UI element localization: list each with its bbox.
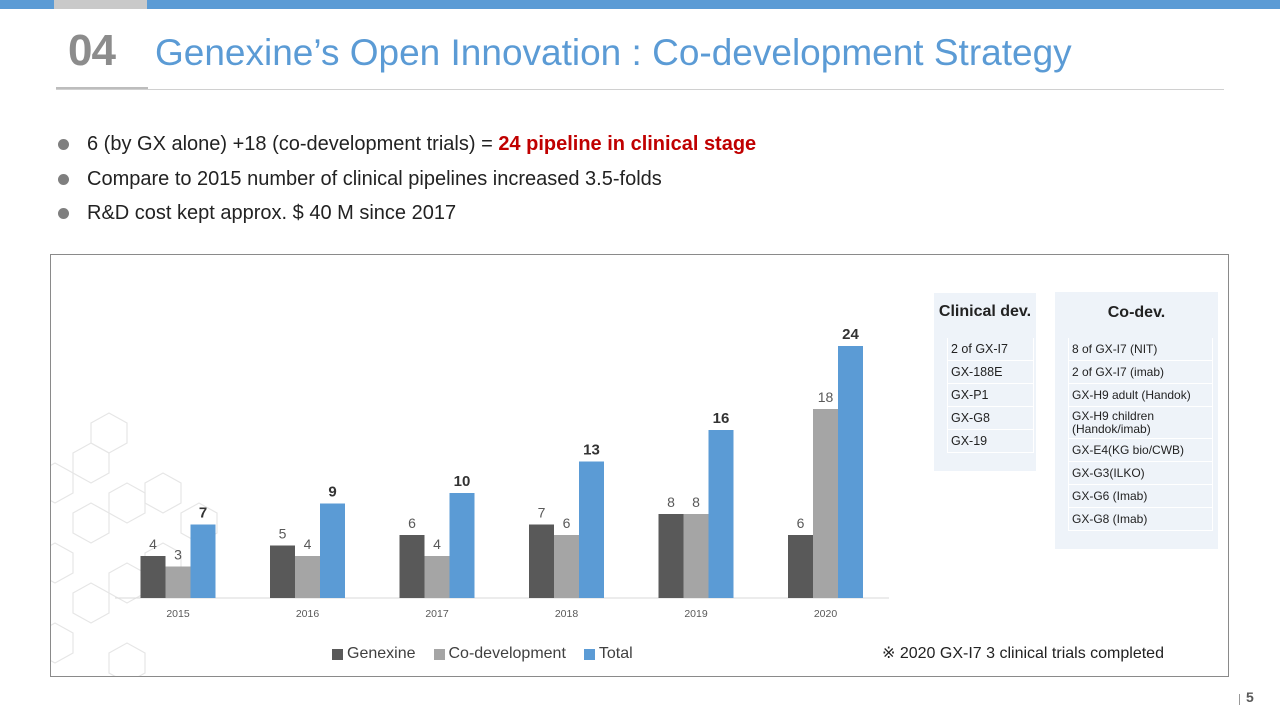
data-label-total-2019: 16 — [713, 410, 730, 427]
top-accent-tab — [54, 0, 147, 9]
data-label-co-development-2017: 4 — [433, 536, 441, 552]
bullet-text: R&D cost kept approx. $ 40 M since 2017 — [87, 202, 457, 224]
list-item: GX-19 — [947, 430, 1034, 453]
data-label-total-2018: 13 — [583, 442, 600, 459]
bullet-dot-icon — [58, 208, 69, 219]
list-item: GX-E4(KG bio/CWB) — [1068, 439, 1213, 462]
bar-genexine-2015 — [140, 556, 166, 598]
clinical-dev-panel: Clinical dev. 2 of GX-I7 GX-188E GX-P1 G… — [934, 293, 1036, 471]
legend-item-genexine: Genexine — [332, 645, 416, 663]
bullet-item: R&D cost kept approx. $ 40 M since 2017 — [56, 197, 756, 232]
bullet-text: 6 (by GX alone) +18 (co-development tria… — [87, 133, 499, 155]
bar-total-2017 — [449, 493, 475, 598]
list-item: 2 of GX-I7 — [947, 338, 1034, 361]
bar-genexine-2020 — [788, 535, 813, 598]
section-number: 04 — [68, 26, 116, 75]
legend-swatch-co-development — [433, 648, 445, 660]
bar-co-development-2019 — [683, 514, 709, 598]
bar-total-2019 — [708, 430, 734, 598]
title-divider — [56, 89, 1224, 90]
section-number-underline — [56, 87, 148, 90]
list-item: GX-188E — [947, 361, 1034, 384]
bar-genexine-2017 — [399, 535, 425, 598]
legend-label: Genexine — [347, 645, 416, 662]
list-item: GX-G3(ILKO) — [1068, 462, 1213, 485]
list-item: 2 of GX-I7 (imab) — [1068, 361, 1213, 384]
bar-genexine-2016 — [270, 545, 295, 598]
top-accent-bar — [0, 0, 1280, 9]
list-item: 8 of GX-I7 (NIT) — [1068, 338, 1213, 361]
bullet-list: 6 (by GX alone) +18 (co-development tria… — [56, 128, 756, 232]
co-dev-title: Co-dev. — [1107, 304, 1166, 321]
legend-item-co-development: Co-development — [433, 645, 566, 663]
bar-co-development-2016 — [295, 556, 320, 598]
bullet-item: 6 (by GX alone) +18 (co-development tria… — [56, 128, 756, 163]
bar-total-2015 — [190, 524, 216, 598]
data-label-co-development-2019: 8 — [692, 494, 700, 510]
bar-co-development-2020 — [813, 409, 838, 598]
data-label-total-2015: 7 — [199, 505, 207, 522]
x-tick-label: 2019 — [684, 608, 708, 620]
bar-co-development-2018 — [554, 535, 579, 598]
bar-total-2020 — [838, 346, 863, 598]
bullet-highlight: 24 pipeline in clinical stage — [498, 133, 757, 155]
bullet-dot-icon — [58, 173, 69, 185]
clinical-dev-list: 2 of GX-I7 GX-188E GX-P1 GX-G8 GX-19 — [947, 338, 1034, 453]
list-item: GX-G6 (Imab) — [1068, 485, 1213, 508]
data-label-total-2016: 9 — [328, 484, 336, 501]
data-label-genexine-2018: 7 — [538, 505, 546, 521]
data-label-total-2017: 10 — [454, 473, 471, 490]
bullet-dot-icon — [58, 139, 69, 150]
data-label-genexine-2015: 4 — [149, 536, 157, 552]
data-label-genexine-2017: 6 — [408, 515, 416, 531]
list-item: GX-H9 children (Handok/imab) — [1068, 407, 1213, 439]
bar-genexine-2018 — [529, 524, 554, 598]
list-item: GX-G8 (Imab) — [1068, 508, 1213, 531]
data-label-genexine-2016: 5 — [279, 526, 287, 542]
data-label-co-development-2016: 4 — [304, 536, 312, 552]
list-item: GX-H9 adult (Handok) — [1068, 384, 1213, 407]
data-label-co-development-2015: 3 — [174, 547, 182, 563]
x-tick-label: 2016 — [296, 608, 320, 620]
chart-footnote: ※ 2020 GX-I7 3 clinical trials completed — [882, 645, 1164, 662]
page-title: Genexine’s Open Innovation : Co-developm… — [155, 32, 1072, 73]
x-tick-label: 2018 — [555, 608, 579, 620]
bar-co-development-2015 — [165, 566, 191, 598]
list-item: GX-G8 — [947, 407, 1034, 430]
page-number: 5 — [1246, 689, 1254, 705]
data-label-co-development-2018: 6 — [563, 515, 571, 531]
list-item: GX-P1 — [947, 384, 1034, 407]
legend-swatch-genexine — [332, 648, 343, 660]
legend-swatch-total — [583, 648, 595, 660]
bars-layer — [140, 346, 863, 598]
labels-layer: 4 3 7 5 4 9 6 4 10 7 6 13 8 8 16 6 18 24 — [149, 326, 859, 563]
x-tick-label: 2015 — [166, 608, 190, 620]
x-tick-label: 2020 — [814, 608, 838, 620]
ticks-layer: 2015 2016 2017 2018 2019 2020 — [166, 608, 837, 620]
data-label-co-development-2020: 18 — [818, 389, 834, 405]
x-tick-label: 2017 — [425, 608, 449, 620]
data-label-total-2020: 24 — [842, 326, 859, 343]
bar-genexine-2019 — [658, 514, 684, 598]
bar-total-2018 — [579, 461, 604, 598]
bullet-text: Compare to 2015 number of clinical pipel… — [87, 167, 662, 190]
co-dev-panel: Co-dev. 8 of GX-I7 (NIT) 2 of GX-I7 (ima… — [1055, 292, 1218, 549]
bullet-item: Compare to 2015 number of clinical pipel… — [56, 163, 756, 198]
hexagon-pattern-decoration — [51, 412, 218, 676]
page-number-separator — [1239, 694, 1240, 705]
bar-total-2016 — [320, 503, 345, 598]
chart-frame: 4 3 7 5 4 9 6 4 10 7 6 13 8 8 16 6 18 24 2015 2016 2017 2018… — [50, 254, 1229, 677]
data-label-genexine-2019: 8 — [667, 494, 675, 510]
clinical-dev-title: Clinical dev. — [938, 303, 1032, 320]
legend-label: Co-development — [448, 645, 566, 662]
co-dev-list: 8 of GX-I7 (NIT) 2 of GX-I7 (imab) GX-H9… — [1068, 338, 1213, 531]
legend-label: Total — [598, 645, 633, 662]
chart-legend: Genexine Co-development Total — [332, 645, 633, 663]
legend-item-total: Total — [583, 645, 633, 663]
data-label-genexine-2020: 6 — [797, 515, 805, 531]
pipeline-bar-chart: 4 3 7 5 4 9 6 4 10 7 6 13 8 8 16 6 18 24 2015 2016 2017 2018… — [115, 326, 889, 620]
bar-co-development-2017 — [424, 556, 450, 598]
